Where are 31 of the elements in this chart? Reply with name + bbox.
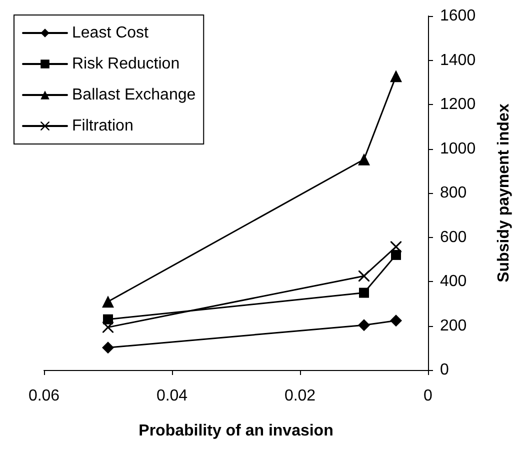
x-tick-label: 0.04 bbox=[156, 388, 188, 404]
legend-label: Filtration bbox=[72, 118, 134, 134]
legend-label: Risk Reduction bbox=[72, 56, 180, 72]
point bbox=[102, 322, 114, 333]
y-tick-label: 600 bbox=[440, 228, 467, 246]
point bbox=[390, 241, 402, 252]
y-tick-label: 0 bbox=[440, 362, 449, 378]
y-tick-label: 1200 bbox=[440, 96, 476, 113]
y-tick-label: 200 bbox=[440, 317, 467, 334]
point bbox=[359, 288, 369, 298]
point bbox=[390, 314, 402, 327]
point bbox=[102, 342, 114, 354]
x-tick-label: 0 bbox=[424, 388, 433, 404]
y-tick-label: 400 bbox=[440, 273, 467, 290]
y-tick-label: 1000 bbox=[440, 140, 476, 158]
x-axis-title: Probability of an invasion bbox=[138, 422, 334, 440]
point bbox=[358, 153, 370, 166]
point bbox=[390, 70, 402, 82]
legend-label: Least Cost bbox=[72, 24, 150, 42]
legend-label: Ballast Exchange bbox=[72, 86, 196, 104]
y-axis-title: Subsidy payment index bbox=[496, 104, 512, 282]
y-tick-label: 1600 bbox=[440, 8, 476, 24]
x-tick-label: 0.02 bbox=[284, 388, 316, 404]
y-tick-label: 1400 bbox=[440, 52, 476, 69]
point bbox=[103, 314, 113, 324]
y-tick-label: 800 bbox=[440, 184, 467, 202]
point bbox=[358, 270, 370, 282]
point bbox=[358, 319, 370, 332]
point bbox=[102, 296, 114, 308]
point bbox=[391, 250, 401, 260]
x-tick-label: 0.06 bbox=[28, 388, 60, 404]
